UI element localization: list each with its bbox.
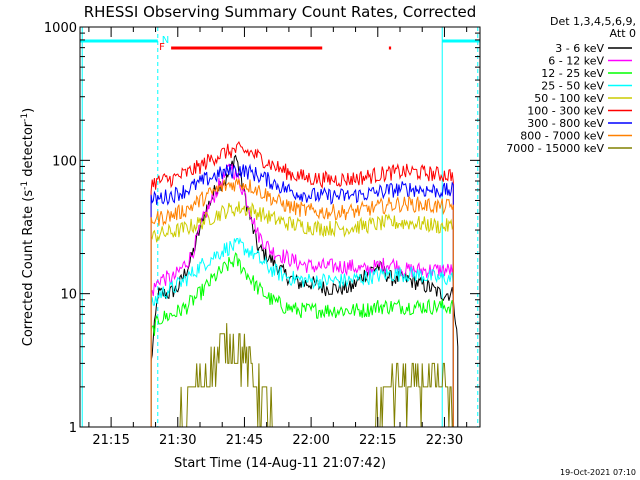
- series-8: [151, 323, 454, 428]
- legend-header-line-2: Att 0: [610, 27, 636, 40]
- series-line-3: [150, 236, 454, 427]
- series-7: [150, 177, 454, 427]
- x-tick-label-0: 21:15: [92, 433, 129, 448]
- series-5: [150, 140, 454, 427]
- legend-label-5: 100 - 300 keV: [527, 105, 604, 118]
- y-axis-label-sup2: -1: [20, 113, 30, 122]
- y-tick-label-1: 10: [60, 288, 77, 303]
- x-tick-label-4: 22:15: [359, 433, 396, 448]
- flag-label-F: F: [159, 42, 165, 53]
- flag-label-N: N: [162, 35, 169, 46]
- series-line-4: [150, 201, 454, 427]
- legend-label-2: 12 - 25 keV: [541, 67, 604, 80]
- x-tick-label-2: 21:45: [226, 433, 263, 448]
- series-2: [150, 252, 454, 427]
- legend-label-6: 300 - 800 keV: [527, 117, 604, 130]
- y-tick-label-2: 100: [52, 154, 77, 169]
- y-axis-label-mid: detector: [21, 121, 36, 181]
- y-axis-label-sup1: -1: [20, 181, 30, 190]
- x-tick-label-5: 22:30: [426, 433, 463, 448]
- series-line-8: [151, 323, 454, 428]
- x-axis: 21:15 21:30 21:45 22:00 22:15 22:30: [88, 27, 468, 448]
- series-line-6: [150, 163, 454, 427]
- y-axis-label: Corrected Count Rate (s-1 detector-1): [20, 108, 36, 346]
- legend-label-8: 7000 - 15000 keV: [506, 142, 604, 155]
- generated-timestamp: 19-Oct-2021 07:10: [560, 468, 636, 477]
- plot-area: FN: [80, 27, 480, 428]
- series-3: [150, 236, 454, 427]
- plot-frame: [79, 26, 481, 428]
- series-line-2: [150, 252, 454, 427]
- y-axis: 1 10 100 1000: [44, 21, 480, 436]
- y-tick-label-3: 1000: [44, 21, 77, 36]
- legend-label-7: 800 - 7000 keV: [520, 130, 604, 143]
- series-line-5: [150, 140, 454, 427]
- legend-header-line-1: Det 1,3,4,5,6,9,: [550, 15, 636, 28]
- series-4: [150, 201, 454, 427]
- legend-label-4: 50 - 100 keV: [534, 92, 604, 105]
- y-tick-label-0: 1: [69, 421, 77, 436]
- x-tick-label-3: 22:00: [292, 433, 329, 448]
- y-axis-label-main: Corrected Count Rate (s: [21, 190, 36, 347]
- legend-label-3: 25 - 50 keV: [541, 80, 604, 93]
- y-axis-label-end: ): [21, 108, 36, 113]
- x-tick-label-1: 21:30: [159, 433, 196, 448]
- x-axis-label: Start Time (14-Aug-11 21:07:42): [174, 456, 386, 471]
- series-line-7: [150, 177, 454, 427]
- chart-title: RHESSI Observing Summary Count Rates, Co…: [84, 3, 477, 21]
- legend-label-1: 6 - 12 keV: [548, 55, 604, 68]
- series-6: [150, 163, 454, 427]
- legend-label-0: 3 - 6 keV: [555, 42, 604, 55]
